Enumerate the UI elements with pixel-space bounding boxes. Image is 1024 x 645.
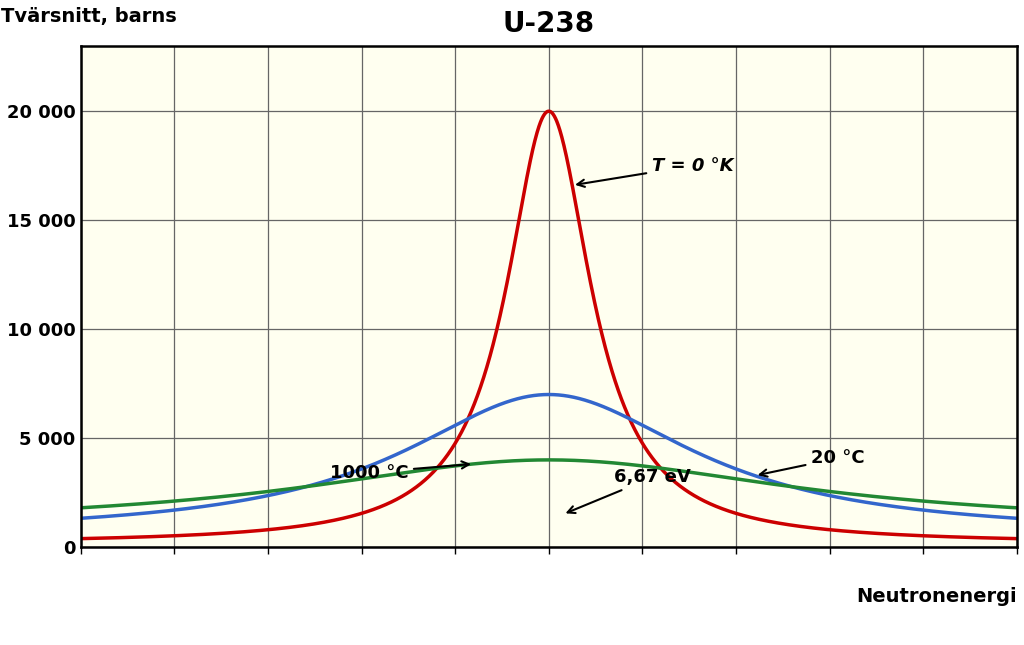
Text: 20 °C: 20 °C [760,449,864,477]
Text: T = 0 °K: T = 0 °K [578,157,733,187]
Text: Tvärsnitt, barns: Tvärsnitt, barns [1,6,177,26]
Title: U-238: U-238 [503,10,595,38]
Text: 1000 °C: 1000 °C [330,461,469,482]
Text: Neutronenergi: Neutronenergi [856,587,1017,606]
Text: 6,67 eV: 6,67 eV [567,468,691,513]
